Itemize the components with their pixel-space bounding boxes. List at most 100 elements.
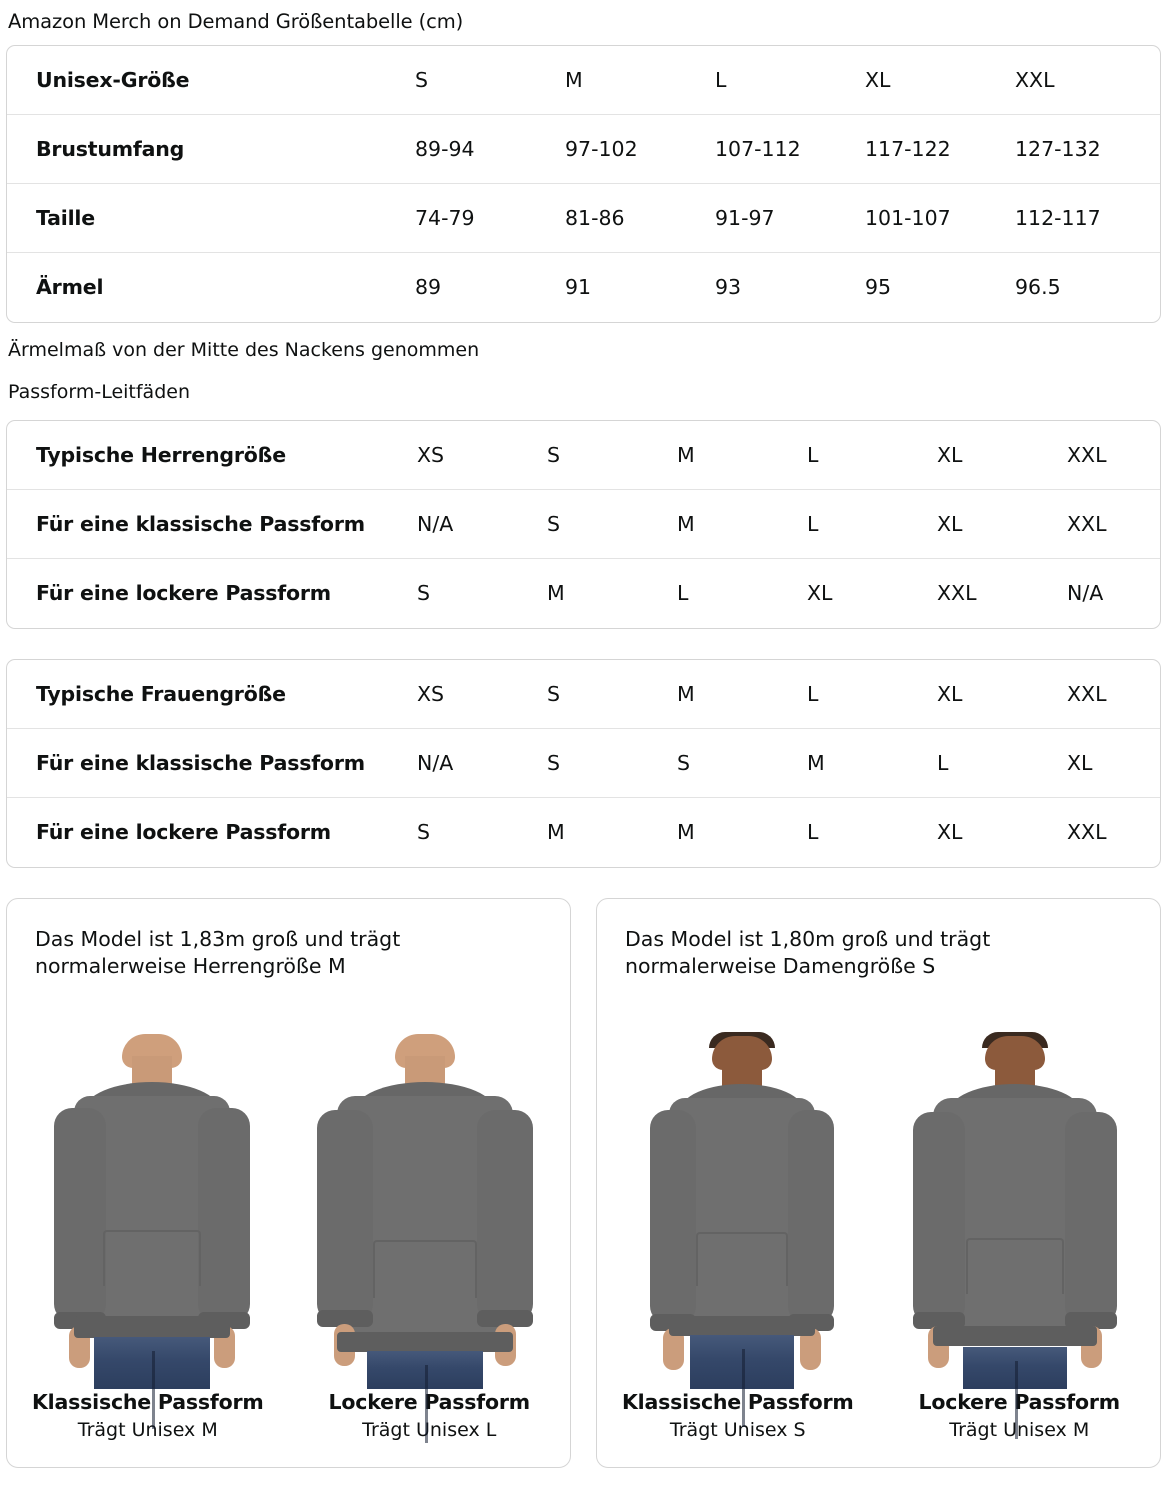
table-row: Typische Herrengröße XS S M L XL XXL bbox=[7, 421, 1160, 490]
model-cards-row: Das Model ist 1,83m groß und trägt norma… bbox=[6, 897, 1161, 1468]
cell-waist-l: 91-97 bbox=[715, 183, 865, 253]
row-label-typical-womens-size: Typische Frauengröße bbox=[36, 681, 286, 706]
column-header-xl: XL bbox=[865, 67, 891, 92]
female-classic-fit-photo bbox=[622, 1032, 862, 1428]
table-row: Taille 74-79 81-86 91-97 101-107 112-117 bbox=[7, 183, 1160, 253]
cell-chest-xl: 117-122 bbox=[865, 114, 1015, 184]
cell-mens-classic-4: L bbox=[807, 489, 937, 559]
caption-male-relaxed: Lockere Passform Trägt Unisex L bbox=[289, 1389, 571, 1444]
cell-mens-classic-6: XXL bbox=[1067, 489, 1160, 559]
column-header-l: L bbox=[715, 67, 727, 92]
row-label-waist: Taille bbox=[7, 183, 415, 253]
male-relaxed-fit-name: Lockere Passform bbox=[328, 1390, 531, 1415]
cell-mens-classic-5: XL bbox=[937, 489, 1067, 559]
cell-mens-typical-4: L bbox=[807, 442, 819, 467]
table-row: Typische Frauengröße XS S M L XL XXL bbox=[7, 660, 1160, 729]
cell-womens-relaxed-3: M bbox=[677, 797, 807, 867]
cell-womens-classic-5: L bbox=[937, 728, 1067, 798]
female-photo-captions: Klassische Passform Trägt Unisex S Locke… bbox=[597, 1389, 1160, 1466]
cell-waist-m: 81-86 bbox=[565, 183, 715, 253]
cell-chest-xxl: 127-132 bbox=[1015, 114, 1160, 184]
male-relaxed-figure-icon bbox=[305, 1034, 545, 1444]
cell-mens-typical-5: XL bbox=[937, 442, 963, 467]
table-header-row: Unisex-Größe S M L XL XXL bbox=[7, 46, 1160, 115]
womens-fit-table-card: Typische Frauengröße XS S M L XL XXL Für… bbox=[6, 658, 1161, 868]
cell-womens-classic-1: N/A bbox=[417, 728, 547, 798]
table-row: Brustumfang 89-94 97-102 107-112 117-122… bbox=[7, 114, 1160, 184]
male-classic-wears: Trägt Unisex M bbox=[77, 1418, 218, 1441]
female-relaxed-wears: Trägt Unisex M bbox=[949, 1418, 1090, 1441]
cell-womens-relaxed-4: L bbox=[807, 797, 937, 867]
male-classic-figure-icon bbox=[32, 1034, 272, 1430]
caption-female-relaxed: Lockere Passform Trägt Unisex M bbox=[879, 1389, 1161, 1444]
cell-mens-typical-1: XS bbox=[417, 442, 445, 467]
cell-mens-relaxed-4: XL bbox=[807, 558, 937, 628]
row-label-womens-classic-fit: Für eine klassische Passform bbox=[7, 728, 417, 798]
male-model-headline: Das Model ist 1,83m groß und trägt norma… bbox=[35, 926, 401, 978]
cell-womens-classic-4: M bbox=[807, 728, 937, 798]
cell-chest-m: 97-102 bbox=[565, 114, 715, 184]
cell-mens-typical-6: XXL bbox=[1067, 442, 1107, 467]
cell-womens-typical-6: XXL bbox=[1067, 681, 1107, 706]
male-model-card: Das Model ist 1,83m groß und trägt norma… bbox=[6, 897, 571, 1468]
cell-sleeve-xl: 95 bbox=[865, 252, 1015, 322]
measurement-table: Unisex-Größe S M L XL XXL Brustumfang 89… bbox=[7, 46, 1160, 322]
fit-guides-heading: Passform-Leitfäden bbox=[8, 380, 190, 403]
row-label-womens-relaxed-fit: Für eine lockere Passform bbox=[7, 797, 417, 867]
male-classic-fit-photo bbox=[32, 1034, 272, 1430]
male-model-photos bbox=[7, 980, 570, 1444]
row-label-mens-classic-fit: Für eine klassische Passform bbox=[7, 489, 417, 559]
female-classic-fit-name: Klassische Passform bbox=[621, 1390, 854, 1415]
cell-womens-typical-3: M bbox=[677, 681, 695, 706]
female-relaxed-figure-icon bbox=[895, 1032, 1135, 1440]
female-model-photos bbox=[597, 980, 1160, 1440]
cell-waist-xxl: 112-117 bbox=[1015, 183, 1160, 253]
cell-waist-s: 74-79 bbox=[415, 183, 565, 253]
cell-womens-typical-2: S bbox=[547, 681, 561, 706]
cell-mens-relaxed-3: L bbox=[677, 558, 807, 628]
row-label-mens-relaxed-fit: Für eine lockere Passform bbox=[7, 558, 417, 628]
cell-womens-relaxed-1: S bbox=[417, 797, 547, 867]
cell-sleeve-l: 93 bbox=[715, 252, 865, 322]
female-model-card: Das Model ist 1,80m groß und trägt norma… bbox=[596, 897, 1161, 1468]
caption-male-classic: Klassische Passform Trägt Unisex M bbox=[7, 1389, 289, 1444]
caption-female-classic: Klassische Passform Trägt Unisex S bbox=[597, 1389, 879, 1444]
cell-mens-relaxed-6: N/A bbox=[1067, 558, 1160, 628]
cell-mens-typical-2: S bbox=[547, 442, 561, 467]
female-relaxed-fit-name: Lockere Passform bbox=[918, 1390, 1121, 1415]
womens-fit-table: Typische Frauengröße XS S M L XL XXL Für… bbox=[7, 660, 1160, 867]
cell-womens-relaxed-6: XXL bbox=[1067, 797, 1160, 867]
measurement-table-card: Unisex-Größe S M L XL XXL Brustumfang 89… bbox=[6, 44, 1161, 323]
cell-waist-xl: 101-107 bbox=[865, 183, 1015, 253]
cell-womens-classic-2: S bbox=[547, 728, 677, 798]
cell-womens-typical-4: L bbox=[807, 681, 819, 706]
cell-chest-s: 89-94 bbox=[415, 114, 565, 184]
row-label-chest: Brustumfang bbox=[7, 114, 415, 184]
female-classic-figure-icon bbox=[622, 1032, 862, 1428]
cell-mens-typical-3: M bbox=[677, 442, 695, 467]
male-classic-fit-name: Klassische Passform bbox=[31, 1390, 264, 1415]
row-label-typical-mens-size: Typische Herrengröße bbox=[36, 442, 286, 467]
sleeve-measurement-note: Ärmelmaß von der Mitte des Nackens genom… bbox=[8, 338, 480, 361]
female-model-headline: Das Model ist 1,80m groß und trägt norma… bbox=[625, 926, 991, 978]
column-header-m: M bbox=[565, 67, 583, 92]
cell-womens-typical-1: XS bbox=[417, 681, 445, 706]
cell-sleeve-s: 89 bbox=[415, 252, 565, 322]
cell-sleeve-m: 91 bbox=[565, 252, 715, 322]
row-label-sleeve: Ärmel bbox=[7, 252, 415, 322]
cell-mens-classic-2: S bbox=[547, 489, 677, 559]
cell-mens-relaxed-2: M bbox=[547, 558, 677, 628]
table-row: Ärmel 89 91 93 95 96.5 bbox=[7, 252, 1160, 322]
table-row: Für eine klassische Passform N/A S M L X… bbox=[7, 489, 1160, 559]
mens-fit-table-card: Typische Herrengröße XS S M L XL XXL Für… bbox=[6, 419, 1161, 629]
cell-sleeve-xxl: 96.5 bbox=[1015, 252, 1160, 322]
table-row: Für eine lockere Passform S M M L XL XXL bbox=[7, 797, 1160, 867]
cell-womens-relaxed-2: M bbox=[547, 797, 677, 867]
page-title: Amazon Merch on Demand Größentabelle (cm… bbox=[8, 10, 464, 33]
male-relaxed-fit-photo bbox=[305, 1034, 545, 1444]
cell-womens-classic-3: S bbox=[677, 728, 807, 798]
column-header-s: S bbox=[415, 67, 429, 92]
female-relaxed-fit-photo bbox=[895, 1032, 1135, 1440]
cell-mens-classic-3: M bbox=[677, 489, 807, 559]
